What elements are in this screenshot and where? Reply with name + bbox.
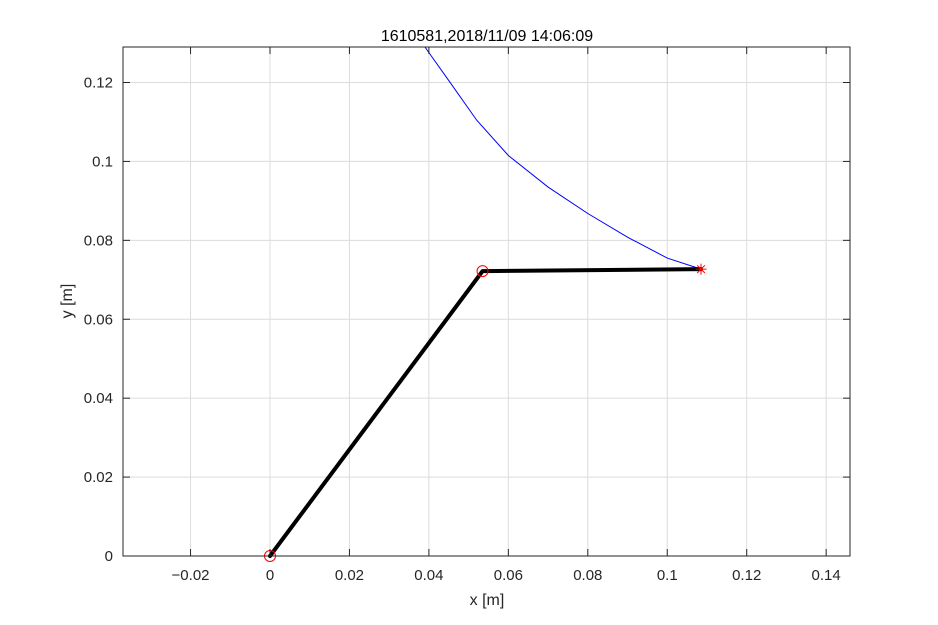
axes-box bbox=[122, 46, 851, 557]
end-effector-marker bbox=[695, 263, 707, 275]
x-tick-label: 0.06 bbox=[494, 567, 523, 584]
end-effector-marker-stroke bbox=[696, 264, 706, 274]
y-axis-label: y [m] bbox=[59, 284, 76, 319]
y-tick-label: 0.02 bbox=[84, 469, 113, 486]
trajectory-line bbox=[424, 46, 702, 270]
x-tick-label: 0.04 bbox=[414, 567, 443, 584]
x-tick-label: 0.1 bbox=[657, 567, 678, 584]
x-tick-label: 0.02 bbox=[335, 567, 364, 584]
y-tick-label: 0.1 bbox=[92, 153, 113, 170]
x-tick-label: 0.14 bbox=[812, 567, 841, 584]
x-tick-label: 0.08 bbox=[573, 567, 602, 584]
y-tick-label: 0.12 bbox=[84, 75, 113, 92]
x-tick-label: 0 bbox=[266, 567, 274, 584]
x-tick-label: −0.02 bbox=[172, 567, 210, 584]
x-axis-label: x [m] bbox=[470, 592, 505, 609]
joint-marker bbox=[476, 265, 489, 278]
chart-title: 1610581,2018/11/09 14:06:09 bbox=[381, 28, 593, 45]
y-tick-label: 0.08 bbox=[84, 232, 113, 249]
plot-area bbox=[123, 47, 850, 556]
x-tick-label: 0.12 bbox=[732, 567, 761, 584]
arm-link-line bbox=[267, 267, 704, 558]
ticks: −0.02 0 0.02 0.04 0.06 0.08 0.1 0.12 0.14 0 0.02 0.… bbox=[84, 47, 850, 584]
y-tick-label: 0.06 bbox=[84, 311, 113, 328]
y-tick-label: 0.04 bbox=[84, 390, 113, 407]
y-tick-label: 0 bbox=[105, 548, 113, 565]
